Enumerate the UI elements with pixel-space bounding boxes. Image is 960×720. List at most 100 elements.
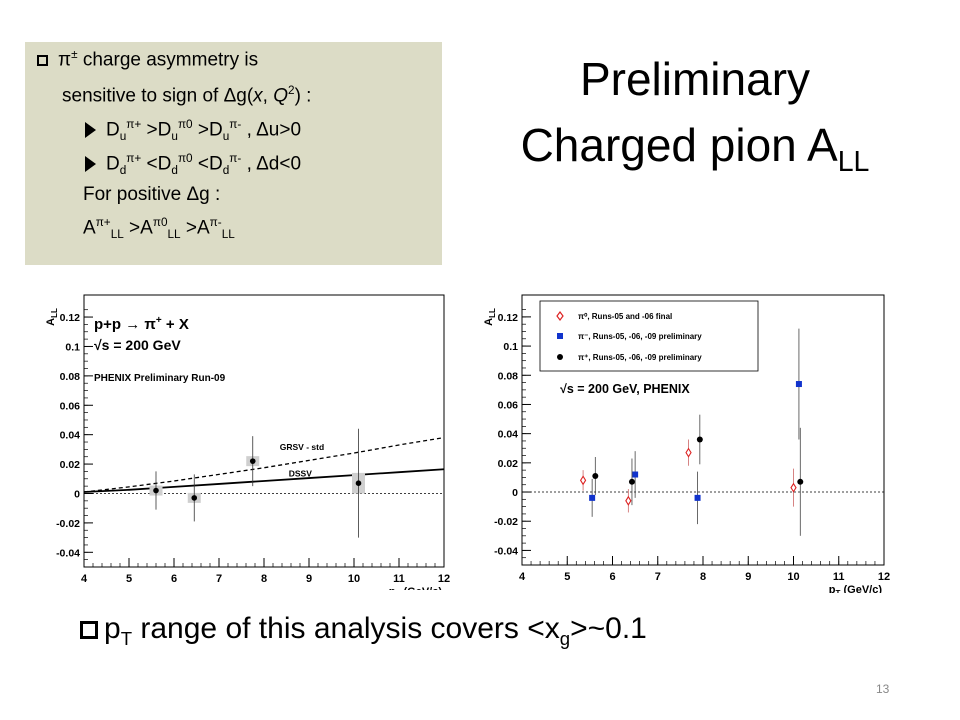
- d-sub-3: d: [222, 164, 230, 178]
- data-point-pi0: [625, 495, 632, 506]
- info-box: π± charge asymmetry is sensitive to sign…: [25, 42, 442, 265]
- y-axis-label-main: A: [483, 318, 495, 326]
- info-line-2: sensitive to sign of Δg(x, Q2) :: [62, 84, 311, 107]
- sup-piminus: π-: [229, 118, 242, 131]
- info-line-1-text: charge asymmetry is: [77, 49, 259, 71]
- y-tick-label: 0.1: [65, 341, 80, 353]
- pi-symbol: π: [58, 49, 72, 71]
- y-tick-label: 0.06: [60, 400, 81, 412]
- x-axis-label-unit: (GeV/c): [400, 586, 442, 590]
- data-point-piplus: [628, 478, 635, 485]
- x-tick-label: 6: [171, 573, 177, 585]
- arrow-bullet-icon: [85, 156, 96, 173]
- title-sub: LL: [837, 146, 870, 179]
- dssv-curve: [83, 468, 445, 493]
- ll-sub-2: LL: [167, 228, 181, 242]
- bottom-post: >~0.1: [570, 612, 647, 645]
- collaboration-label: PHENIX Preliminary Run-09: [94, 373, 226, 384]
- y-axis-label-main: A: [45, 318, 57, 326]
- x-tick-label: 5: [126, 573, 132, 585]
- legend-entry: π⁻, Runs-05, -06, -09 preliminary: [578, 332, 702, 341]
- pm-sup: ±: [71, 48, 78, 61]
- x-tick-label: 7: [655, 571, 661, 583]
- info-line-1: π± charge asymmetry is: [37, 48, 258, 71]
- sup-pi0: π0: [177, 118, 193, 131]
- info-line-5: For positive Δg :: [83, 184, 221, 205]
- dd-condition: , Δd<0: [241, 153, 302, 175]
- mid-1: <D: [141, 153, 172, 175]
- grsv-curve: [83, 436, 445, 493]
- page-number: 13: [876, 682, 890, 696]
- energy-label: √s = 200 GeV, PHENIX: [560, 382, 690, 396]
- legend-marker-piminus: [557, 333, 563, 339]
- x-tick-label: 6: [609, 571, 615, 583]
- ll-sub-3: LL: [221, 228, 235, 242]
- sup-piminus: π-: [209, 216, 222, 229]
- legend-box: [539, 300, 759, 372]
- d-sub-2: d: [171, 164, 178, 178]
- y-tick-label: 0: [512, 487, 518, 499]
- y-tick-label: 0.04: [60, 430, 81, 442]
- data-point-pi0: [790, 482, 797, 493]
- x-axis-label: pT (GeV/c): [829, 584, 883, 593]
- x-axis-label-main: p: [829, 584, 836, 593]
- slide-title-line-2: Charged pion ALL: [445, 118, 945, 179]
- comma: ,: [262, 85, 274, 107]
- info-line-3: Duπ+ >Duπ0 >Duπ- , Δu>0: [85, 118, 301, 143]
- g-sub: g: [559, 628, 571, 649]
- grsv-label: GRSV - std: [280, 442, 324, 452]
- x-var: x: [253, 85, 263, 107]
- data-point: [249, 458, 256, 464]
- arrow-bullet-icon: [85, 122, 96, 139]
- y-tick-label: 0.08: [60, 371, 81, 383]
- x-axis-label: pT (GeV/c): [389, 586, 443, 590]
- x-tick-label: 11: [833, 571, 845, 583]
- data-point-piplus: [696, 436, 703, 443]
- sup-piplus: π+: [95, 216, 111, 229]
- p-symbol: p: [104, 612, 121, 645]
- y-axis-label: ALL: [45, 308, 59, 326]
- sup-piminus: π-: [229, 152, 242, 165]
- data-point: [153, 487, 159, 494]
- data-point-piminus: [632, 471, 639, 478]
- data-point-piplus: [592, 472, 599, 479]
- data-point: [191, 495, 198, 501]
- y-tick-label: 0.12: [60, 312, 81, 324]
- right-chart: -0.04 -0.02 0 0.02 0.04 0.06 0.08 0.1 0.12 4 5 6 7 8 9…: [483, 294, 890, 593]
- mid-2: >D: [192, 119, 223, 141]
- y-tick-label: 0.06: [498, 399, 519, 411]
- square-bullet-icon: [80, 621, 98, 640]
- data-point-pi0: [685, 447, 692, 458]
- bottom-mid: range of this analysis covers <x: [132, 612, 560, 645]
- info-line-4: Ddπ+ <Ddπ0 <Ddπ- , Δd<0: [85, 152, 301, 177]
- legend-marker-pi0: [556, 311, 564, 321]
- data-point: [355, 480, 362, 486]
- reaction-label: p+p → π+ + X: [94, 315, 189, 333]
- t-sub: T: [120, 628, 133, 649]
- q-exp: 2: [288, 84, 295, 97]
- legend-entry: π⁰, Runs-05 and -06 final: [578, 312, 672, 321]
- d-sub: d: [119, 164, 127, 178]
- x-axis-label-sub: T: [836, 589, 841, 593]
- x-tick-label: 12: [438, 573, 450, 585]
- data-point-piminus: [694, 494, 701, 501]
- reaction-sup: +: [156, 315, 162, 326]
- x-tick-label: 9: [745, 571, 751, 583]
- x-tick-label: 4: [81, 573, 88, 585]
- y-axis-label: ALL: [483, 308, 497, 326]
- x-tick-label: 8: [700, 571, 706, 583]
- plot-frame: [83, 294, 445, 568]
- legend-marker-piplus: [557, 354, 563, 360]
- u-sub-2: u: [171, 130, 178, 144]
- x-tick-label: 4: [519, 571, 526, 583]
- u-sub: u: [119, 130, 127, 144]
- x-axis-label-main: p: [389, 586, 396, 590]
- d-symbol: D: [106, 119, 120, 141]
- sup-piplus: π+: [126, 118, 142, 131]
- q-var: Q: [273, 85, 289, 107]
- dssv-label: DSSV: [289, 469, 312, 479]
- x-tick-label: 7: [216, 573, 222, 585]
- bottom-statement: pT range of this analysis covers <xg>~0.…: [80, 612, 647, 650]
- ll-sub: LL: [110, 228, 124, 242]
- reaction-post: + X: [162, 316, 189, 333]
